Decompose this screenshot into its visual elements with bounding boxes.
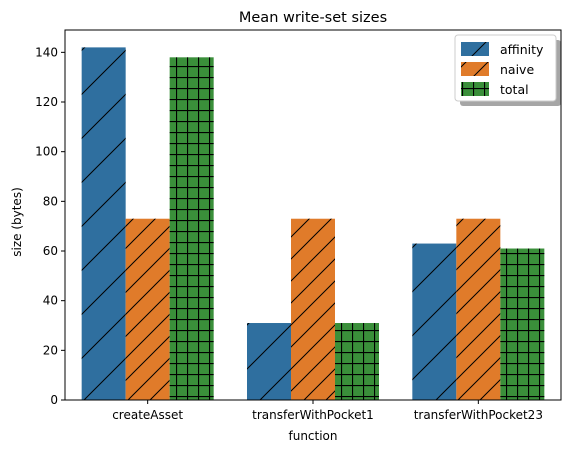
y-tick-label: 140 (35, 45, 58, 59)
bar-naive-transferWithPocket23 (456, 218, 501, 400)
bars-group (81, 47, 545, 401)
x-ticks-group: createAsset transferWithPocket1 transferWi… (112, 400, 543, 422)
x-tick-label: transferWithPocket1 (252, 408, 374, 422)
y-tick-label: 80 (43, 194, 58, 208)
x-tick-label: transferWithPocket23 (414, 408, 543, 422)
y-tick-label: 40 (43, 294, 58, 308)
x-tick-label: createAsset (112, 408, 183, 422)
bar-affinity-transferWithPocket1 (247, 323, 291, 400)
bar-total-transferWithPocket23 (500, 248, 545, 400)
legend-swatch-hatch (461, 62, 489, 76)
bar-total-createAsset (169, 57, 214, 401)
x-axis-label: function (288, 429, 337, 443)
legend-swatch-hatch (461, 42, 489, 56)
y-tick-label: 120 (35, 95, 58, 109)
bar-naive-transferWithPocket1 (291, 218, 335, 400)
y-tick-label: 60 (43, 244, 58, 258)
y-ticks-group: 0 20 40 60 80 100 120 140 (35, 45, 65, 407)
bar-total-transferWithPocket1 (335, 323, 379, 400)
legend: affinity naive total (454, 34, 561, 106)
bar-naive-createAsset (125, 218, 170, 400)
legend-item-affinity: affinity (461, 42, 544, 57)
chart-title: Mean write-set sizes (239, 10, 387, 26)
legend-label: total (500, 82, 529, 97)
legend-swatch-hatch (461, 82, 489, 96)
legend-item-naive: naive (461, 62, 534, 77)
bar-affinity-transferWithPocket23 (412, 243, 457, 400)
legend-label: affinity (500, 42, 544, 57)
legend-label: naive (500, 62, 534, 77)
y-tick-label: 20 (43, 343, 58, 357)
y-tick-label: 0 (50, 393, 58, 407)
y-axis-label: size (bytes) (10, 187, 24, 257)
plot-frame (64, 29, 562, 401)
bar-affinity-createAsset (81, 47, 126, 401)
y-tick-label: 100 (35, 145, 58, 159)
legend-item-total: total (461, 82, 529, 97)
